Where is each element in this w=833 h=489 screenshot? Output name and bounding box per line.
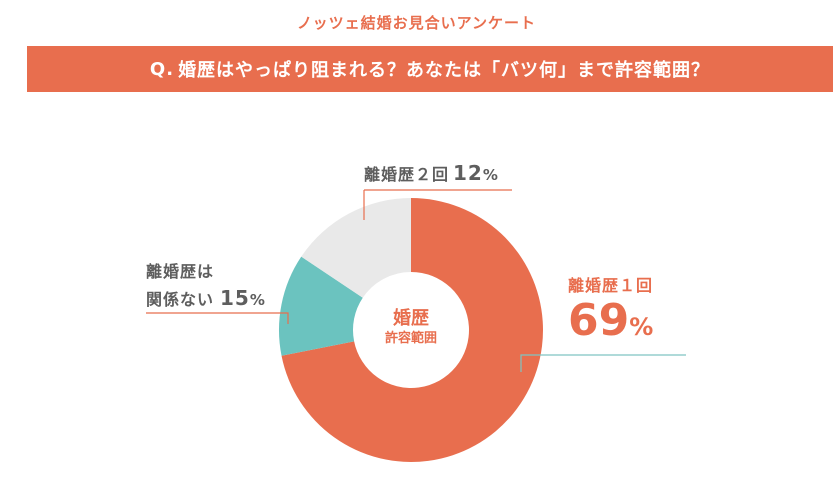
label-divorce-twice-name: 離婚歴２回 — [364, 165, 450, 184]
center-label-line2: 許容範囲 — [384, 331, 437, 346]
label-divorce-once-name: 離婚歴１回 — [568, 276, 654, 295]
survey-title: ノッツェ結婚お見合いアンケート — [296, 14, 537, 32]
label-divorce-twice-value: 12 — [453, 161, 483, 185]
label-divorce-once: 離婚歴１回 69% — [568, 272, 653, 346]
label-divorce-twice: 離婚歴２回 12% — [364, 161, 499, 185]
label-divorce-twice-unit: % — [482, 166, 499, 184]
label-no-matter-value: 15 — [220, 286, 250, 310]
center-label-line1: 婚歴 — [393, 308, 429, 329]
question-text: 婚歴はやっぱり阻まれる？あなたは「バツ何」まで許容範囲？ — [178, 60, 711, 81]
slice-divorce-twice — [279, 256, 363, 356]
label-divorce-once-value: 69 — [568, 295, 630, 346]
label-no-matter-line2: 関係ない — [146, 290, 215, 309]
label-no-matter-line1: 離婚歴は — [146, 262, 215, 281]
donut-center-label: 婚歴 許容範囲 — [360, 308, 462, 347]
label-no-matter-unit: % — [249, 291, 266, 309]
label-no-matter: 離婚歴は 関係ない 15% — [146, 258, 266, 314]
slice-divorce-once — [281, 198, 543, 463]
leader-divorce-once — [520, 354, 686, 372]
label-divorce-once-unit: % — [629, 313, 654, 341]
slice-no-matter — [301, 198, 411, 298]
question-prefix: Q. — [149, 58, 175, 80]
question-banner: Q. 婚歴はやっぱり阻まれる？あなたは「バツ何」まで許容範囲？ — [27, 46, 833, 92]
leader-no-matter — [146, 312, 289, 324]
